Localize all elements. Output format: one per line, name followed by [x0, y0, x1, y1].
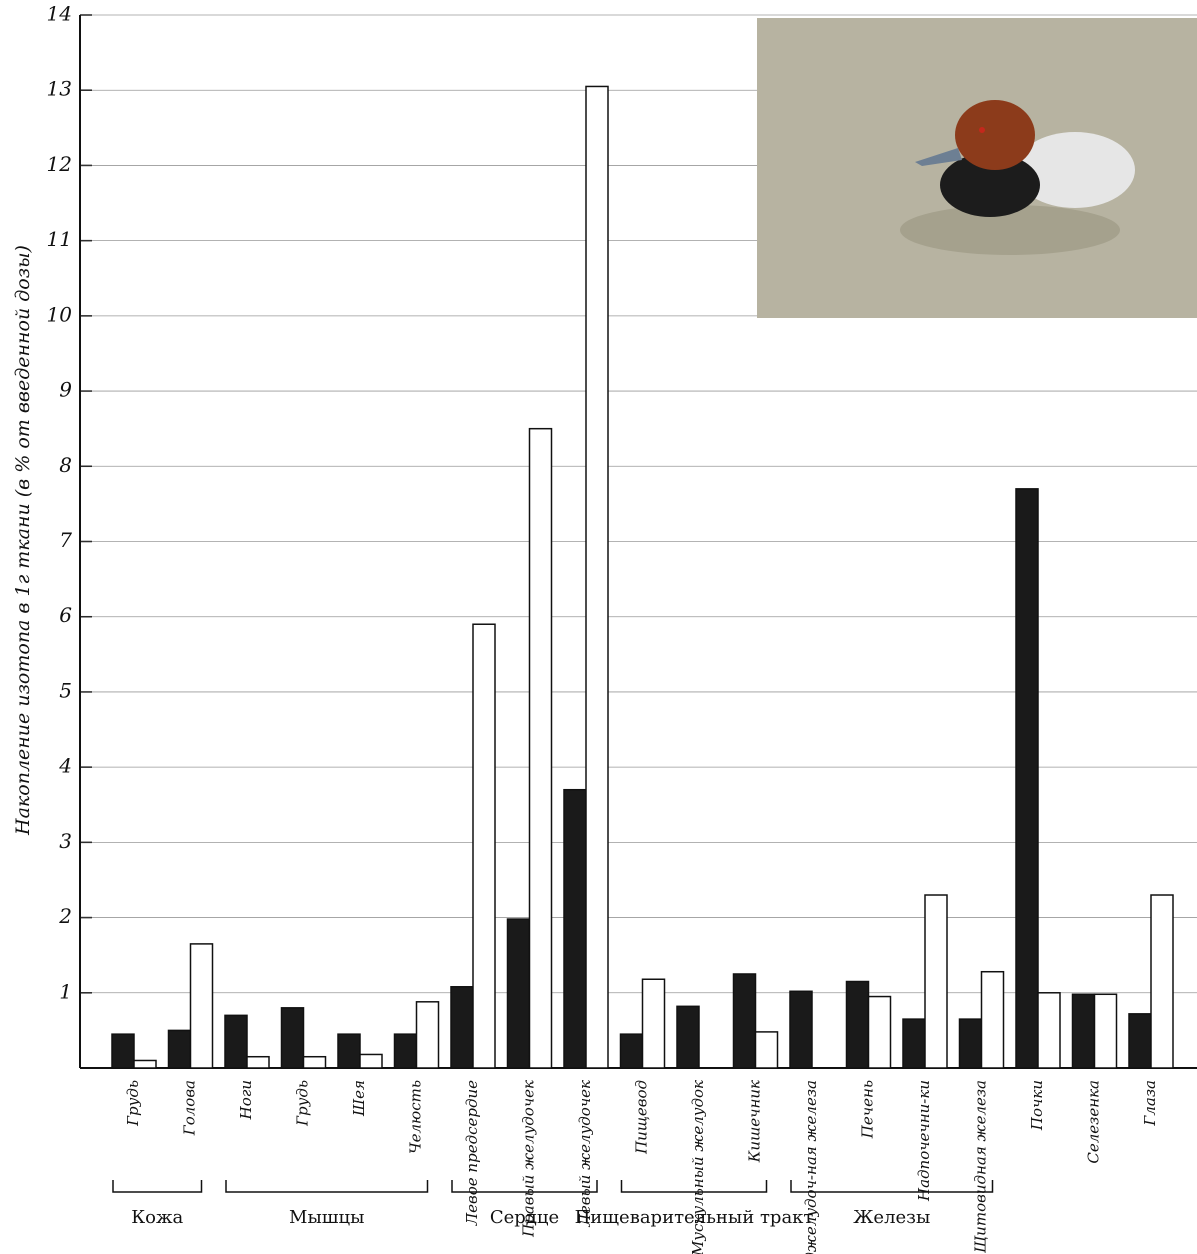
x-tick-label: Кишечник — [746, 1080, 764, 1163]
bar — [530, 429, 552, 1068]
bar — [112, 1034, 134, 1068]
x-tick-label: Селезенка — [1085, 1080, 1103, 1164]
x-tick-label: Ноги — [237, 1080, 255, 1120]
y-axis-label: Накопление изотопа в 1г ткани (в % от вв… — [12, 245, 34, 836]
bar — [790, 991, 812, 1068]
y-tick-label: 13 — [47, 77, 72, 101]
x-tick-label: Челюсть — [407, 1080, 425, 1154]
bar — [925, 895, 947, 1068]
x-tick-label: Левое предсердие — [463, 1080, 481, 1226]
x-tick-label: Грудь — [124, 1080, 142, 1127]
y-tick-label: 14 — [47, 2, 72, 26]
x-tick-label: Левый желудочек — [576, 1080, 594, 1228]
group-label: Мышцы — [289, 1207, 364, 1228]
bar — [247, 1057, 269, 1068]
bar — [960, 1019, 982, 1068]
bar — [134, 1060, 156, 1068]
x-tick-label: Щитовидная железа — [972, 1080, 990, 1253]
bar — [1073, 994, 1095, 1068]
bar — [756, 1032, 778, 1068]
bar — [169, 1030, 191, 1068]
y-tick-label: 2 — [58, 904, 72, 928]
y-tick-label: 12 — [47, 152, 72, 176]
x-tick-label: Надпочечни-ки — [915, 1080, 933, 1202]
chart: Накопление изотопа в 1г ткани (в % от вв… — [0, 0, 1197, 1254]
group-bracket — [791, 1180, 993, 1192]
bar — [1151, 895, 1173, 1068]
x-tick-label: Глаза — [1141, 1080, 1159, 1127]
duck-photo — [757, 18, 1197, 318]
bar — [304, 1057, 326, 1068]
group-bracket — [226, 1180, 428, 1192]
group-bracket — [113, 1180, 202, 1192]
bar — [473, 624, 495, 1068]
y-tick-label: 8 — [59, 453, 72, 477]
bar — [1038, 993, 1060, 1068]
group-label: Сердце — [490, 1207, 559, 1228]
bar — [360, 1054, 382, 1068]
bar — [417, 1002, 439, 1068]
y-tick-label: 4 — [58, 754, 72, 778]
bar — [225, 1015, 247, 1068]
bar — [564, 790, 586, 1068]
group-label: Кожа — [131, 1207, 183, 1228]
bar — [734, 974, 756, 1068]
bar — [508, 919, 530, 1068]
y-tick-label: 6 — [59, 603, 72, 627]
x-tick-label: Грудь — [294, 1080, 312, 1127]
bar — [643, 979, 665, 1068]
bar — [282, 1008, 304, 1068]
bar — [621, 1034, 643, 1068]
bar — [191, 944, 213, 1068]
x-tick-label: Печень — [859, 1080, 877, 1139]
group-label: Пищеварительный тракт — [575, 1207, 814, 1228]
bar — [982, 972, 1004, 1068]
bar — [338, 1034, 360, 1068]
x-tick-label: Голова — [181, 1080, 199, 1136]
x-tick-label: Шея — [350, 1080, 368, 1117]
y-tick-label: 11 — [47, 227, 72, 251]
x-tick-label: Пищевод — [633, 1080, 651, 1155]
bar — [677, 1006, 699, 1068]
y-tick-label: 3 — [59, 829, 72, 853]
x-tick-label: Почки — [1028, 1080, 1046, 1131]
y-tick-label: 10 — [47, 302, 73, 326]
bar — [1129, 1014, 1151, 1068]
bar — [847, 982, 869, 1068]
bar — [1095, 994, 1117, 1068]
y-tick-label: 1 — [59, 979, 72, 1003]
y-tick-label: 5 — [59, 678, 72, 702]
bar — [586, 86, 608, 1068]
y-tick-label: 9 — [59, 378, 72, 402]
group-label: Железы — [853, 1207, 930, 1228]
bar — [1016, 489, 1038, 1068]
y-tick-label: 7 — [59, 528, 72, 552]
bar — [451, 987, 473, 1068]
bar — [395, 1034, 417, 1068]
bar — [903, 1019, 925, 1068]
bar — [869, 997, 891, 1068]
